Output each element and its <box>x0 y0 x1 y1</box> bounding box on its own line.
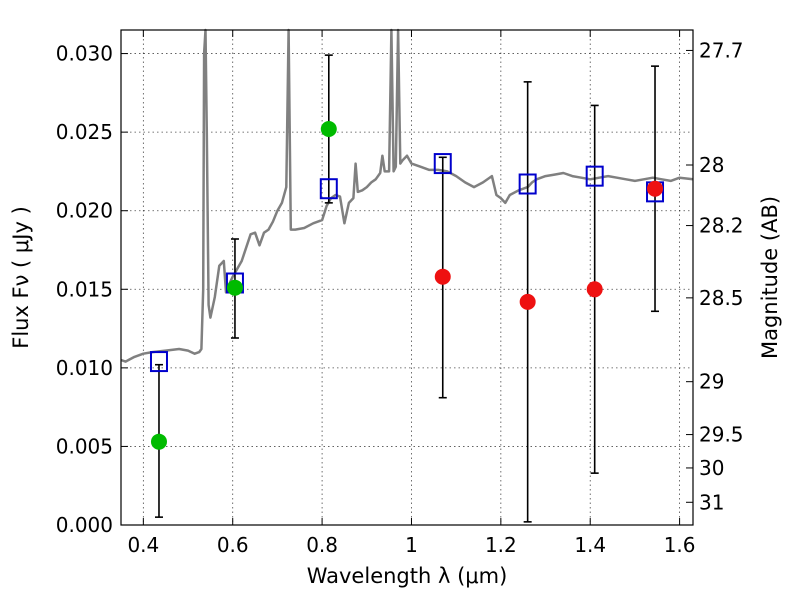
red-circle-marker <box>434 268 451 285</box>
y-tick-label: 0.025 <box>56 120 113 144</box>
spectrum-line <box>120 28 694 363</box>
right-tick-label: 30 <box>699 456 724 480</box>
right-tick-label: 28.2 <box>699 214 744 238</box>
right-tick-label: 28.5 <box>699 286 744 310</box>
x-tick-label: 0.4 <box>127 533 159 557</box>
spectrum-layer <box>120 28 694 363</box>
model-square-marker <box>433 153 452 175</box>
y-tick-label: 0.015 <box>56 277 113 301</box>
green-circle-marker <box>226 279 243 296</box>
x-tick-label: 0.8 <box>306 533 338 557</box>
x-tick-label: 1.2 <box>485 533 517 557</box>
right-tick-label: 28 <box>699 153 724 177</box>
right-tick-label: 31 <box>699 490 724 514</box>
green-circle-marker <box>150 433 167 450</box>
right-tick-label: 29.5 <box>699 423 744 447</box>
right-tick-label: 29 <box>699 370 724 394</box>
y-tick-label: 0.010 <box>56 356 113 380</box>
model-square-marker <box>585 165 604 187</box>
x-tick-label: 1.6 <box>664 533 696 557</box>
x-tick-label: 0.6 <box>217 533 249 557</box>
green-circle-marker <box>320 121 337 137</box>
right-tick-label: 27.7 <box>699 38 744 62</box>
red-circle-marker <box>519 293 536 310</box>
y-tick-label: 0.030 <box>56 42 113 66</box>
red-circle-marker <box>647 180 664 197</box>
y-tick-label: 0.020 <box>56 199 113 223</box>
marker-layer <box>149 121 665 450</box>
model-square-marker <box>518 173 537 195</box>
red-circle-marker <box>586 281 603 298</box>
y-tick-label: 0.005 <box>56 434 113 458</box>
x-tick-label: 1.4 <box>574 533 606 557</box>
y-tick-label: 0.000 <box>56 513 113 537</box>
model-square-marker <box>149 351 168 373</box>
model-square-marker <box>319 178 338 200</box>
right-axis-label: Magnitude (AB) <box>758 196 782 359</box>
plot-frame <box>120 29 694 526</box>
ticks-layer: 0.4 0.6 0.8 1 1.2 1.4 1.6 0.000 0.005 0.010 0.015 0… <box>56 30 744 557</box>
x-axis-label: Wavelength λ (μm) <box>307 564 508 588</box>
y-axis-label: Flux Fν ( μJy ) <box>9 206 33 349</box>
x-tick-label: 1 <box>405 533 418 557</box>
